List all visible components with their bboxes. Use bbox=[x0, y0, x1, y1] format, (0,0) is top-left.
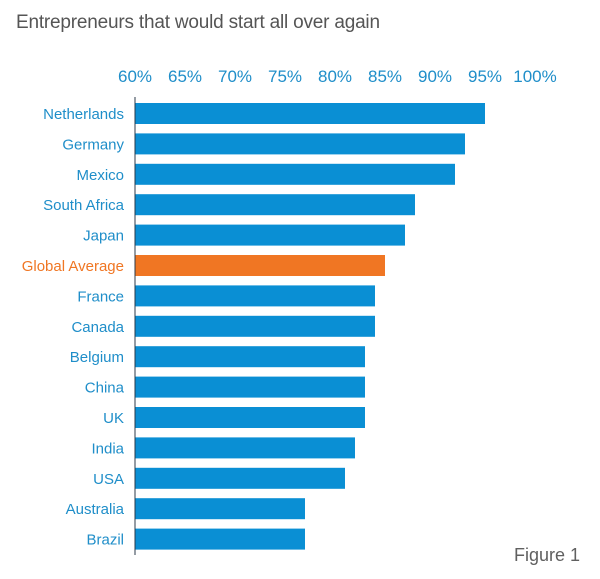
category-label: Netherlands bbox=[43, 106, 124, 123]
x-tick-label: 95% bbox=[468, 67, 502, 86]
category-label: China bbox=[85, 380, 125, 397]
bar bbox=[135, 407, 365, 428]
x-tick-label: 70% bbox=[218, 67, 252, 86]
category-label: Brazil bbox=[86, 532, 124, 549]
x-axis-ticks: 60% 65% 70% 75% 80% 85% 90% 95% 100% bbox=[118, 67, 557, 86]
x-tick-label: 80% bbox=[318, 67, 352, 86]
bar bbox=[135, 376, 365, 398]
bar bbox=[135, 467, 345, 489]
bar bbox=[135, 346, 365, 368]
chart-title: Entrepreneurs that would start all over … bbox=[16, 12, 380, 33]
bar bbox=[135, 315, 375, 337]
category-labels: Netherlands Germany Mexico South Africa Japa… bbox=[22, 106, 125, 549]
x-tick-label: 85% bbox=[368, 67, 402, 86]
category-label: USA bbox=[93, 471, 124, 488]
category-label: Mexico bbox=[76, 167, 124, 184]
bar bbox=[135, 194, 415, 216]
bar bbox=[135, 437, 355, 459]
x-tick-label: 60% bbox=[118, 67, 152, 86]
x-tick-label: 90% bbox=[418, 67, 452, 86]
category-label: France bbox=[77, 288, 124, 305]
category-label: Japan bbox=[83, 228, 124, 245]
category-label: South Africa bbox=[43, 197, 125, 214]
x-tick-label: 75% bbox=[268, 67, 302, 86]
x-tick-label: 100% bbox=[513, 67, 556, 86]
category-label: Australia bbox=[66, 501, 125, 518]
bar-highlight bbox=[135, 255, 385, 276]
bars bbox=[135, 103, 485, 550]
category-label: India bbox=[91, 440, 124, 457]
x-tick-label: 65% bbox=[168, 67, 202, 86]
bar bbox=[135, 528, 305, 550]
bar bbox=[135, 224, 405, 246]
category-label: Global Average bbox=[22, 258, 124, 275]
bar bbox=[135, 163, 455, 185]
bar bbox=[135, 498, 305, 520]
bar bbox=[135, 103, 485, 124]
category-label: Belgium bbox=[70, 349, 124, 366]
figure-label: Figure 1 bbox=[514, 545, 581, 565]
bar bbox=[135, 285, 375, 307]
category-label: Germany bbox=[62, 136, 124, 153]
bar bbox=[135, 133, 465, 155]
category-label: Canada bbox=[71, 319, 124, 336]
category-label: UK bbox=[103, 410, 124, 427]
